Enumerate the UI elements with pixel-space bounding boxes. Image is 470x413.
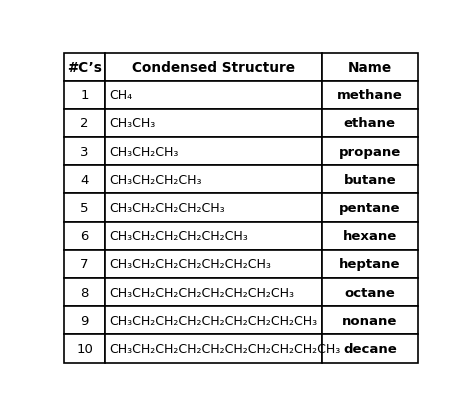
- Text: CH₃CH₂CH₂CH₂CH₂CH₂CH₂CH₂CH₃: CH₃CH₂CH₂CH₂CH₂CH₂CH₂CH₂CH₃: [109, 314, 317, 327]
- Polygon shape: [105, 335, 322, 363]
- Text: Name: Name: [348, 61, 392, 75]
- Polygon shape: [64, 166, 105, 194]
- Text: hexane: hexane: [343, 230, 397, 243]
- Text: CH₃CH₂CH₂CH₂CH₂CH₃: CH₃CH₂CH₂CH₂CH₂CH₃: [109, 230, 248, 243]
- Polygon shape: [105, 138, 322, 166]
- Text: 10: 10: [76, 342, 93, 355]
- Polygon shape: [322, 109, 417, 138]
- Text: heptane: heptane: [339, 258, 400, 271]
- Text: 4: 4: [80, 173, 89, 186]
- Text: propane: propane: [339, 145, 401, 158]
- Polygon shape: [105, 278, 322, 306]
- Text: 5: 5: [80, 202, 89, 215]
- Text: CH₃CH₃: CH₃CH₃: [109, 117, 156, 130]
- Polygon shape: [322, 278, 417, 306]
- Text: 6: 6: [80, 230, 89, 243]
- Polygon shape: [105, 250, 322, 278]
- Text: pentane: pentane: [339, 202, 400, 215]
- Polygon shape: [322, 138, 417, 166]
- Polygon shape: [64, 109, 105, 138]
- Polygon shape: [105, 166, 322, 194]
- Polygon shape: [105, 55, 322, 81]
- Text: CH₄: CH₄: [109, 89, 133, 102]
- Text: 7: 7: [80, 258, 89, 271]
- Text: 8: 8: [80, 286, 89, 299]
- Polygon shape: [64, 335, 105, 363]
- Text: Condensed Structure: Condensed Structure: [132, 61, 295, 75]
- Polygon shape: [322, 81, 417, 109]
- Text: 1: 1: [80, 89, 89, 102]
- Text: butane: butane: [344, 173, 396, 186]
- Text: CH₃CH₂CH₃: CH₃CH₂CH₃: [109, 145, 179, 158]
- Polygon shape: [322, 335, 417, 363]
- Text: nonane: nonane: [342, 314, 398, 327]
- Polygon shape: [64, 55, 105, 81]
- Text: ethane: ethane: [344, 117, 396, 130]
- Polygon shape: [105, 222, 322, 250]
- Polygon shape: [105, 109, 322, 138]
- Text: CH₃CH₂CH₂CH₃: CH₃CH₂CH₂CH₃: [109, 173, 202, 186]
- Polygon shape: [322, 222, 417, 250]
- Polygon shape: [64, 194, 105, 222]
- Text: 9: 9: [80, 314, 89, 327]
- Text: CH₃CH₂CH₂CH₂CH₂CH₂CH₃: CH₃CH₂CH₂CH₂CH₂CH₂CH₃: [109, 258, 271, 271]
- Polygon shape: [64, 306, 105, 335]
- Polygon shape: [64, 81, 105, 109]
- Polygon shape: [105, 306, 322, 335]
- Polygon shape: [64, 278, 105, 306]
- Polygon shape: [105, 81, 322, 109]
- Polygon shape: [322, 194, 417, 222]
- Text: CH₃CH₂CH₂CH₂CH₂CH₂CH₂CH₃: CH₃CH₂CH₂CH₂CH₂CH₂CH₂CH₃: [109, 286, 294, 299]
- Polygon shape: [64, 222, 105, 250]
- Text: #C’s: #C’s: [67, 61, 102, 75]
- Text: CH₃CH₂CH₂CH₂CH₂CH₂CH₂CH₂CH₂CH₃: CH₃CH₂CH₂CH₂CH₂CH₂CH₂CH₂CH₂CH₃: [109, 342, 340, 355]
- Text: methane: methane: [337, 89, 403, 102]
- Text: decane: decane: [343, 342, 397, 355]
- Text: CH₃CH₂CH₂CH₂CH₃: CH₃CH₂CH₂CH₂CH₃: [109, 202, 225, 215]
- Text: octane: octane: [345, 286, 395, 299]
- Polygon shape: [64, 138, 105, 166]
- Text: 2: 2: [80, 117, 89, 130]
- Polygon shape: [322, 306, 417, 335]
- Polygon shape: [105, 194, 322, 222]
- Polygon shape: [322, 166, 417, 194]
- Polygon shape: [64, 250, 105, 278]
- Polygon shape: [322, 250, 417, 278]
- Text: 3: 3: [80, 145, 89, 158]
- Polygon shape: [322, 55, 417, 81]
